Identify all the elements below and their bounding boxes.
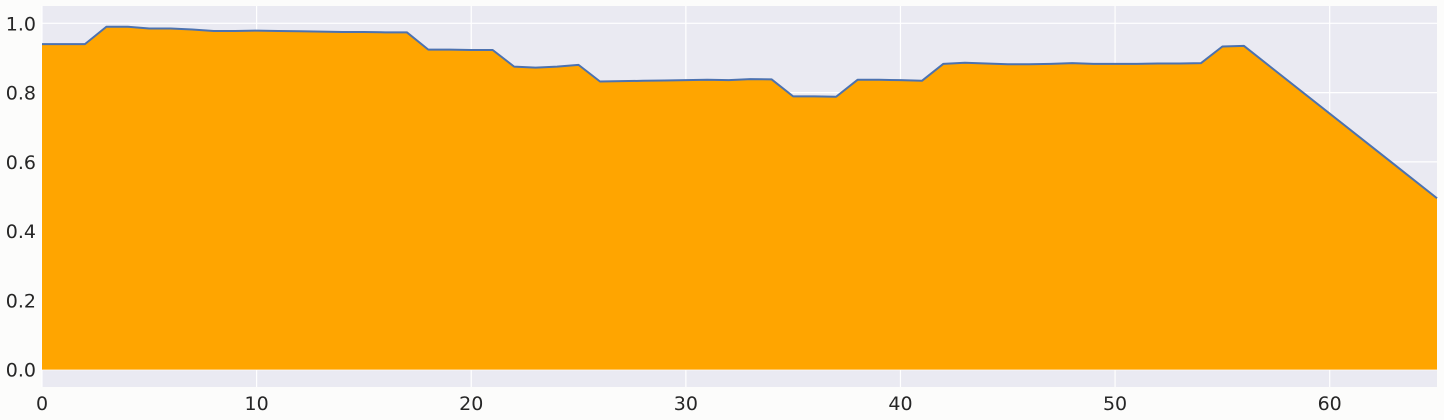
x-tick-label: 60 [1318, 393, 1342, 415]
data-points [41, 26, 1438, 199]
x-tick-label: 0 [36, 393, 48, 415]
x-tick-label: 50 [1103, 393, 1127, 415]
x-tick-labels: 0 10 20 30 40 50 60 [36, 393, 1342, 415]
x-tick-label: 30 [674, 393, 698, 415]
y-tick-labels: 0.0 0.2 0.4 0.6 0.8 1.0 [6, 13, 36, 381]
y-tick-label: 0.4 [6, 221, 36, 243]
y-tick-label: 0.2 [6, 290, 36, 312]
y-tick-label: 1.0 [6, 13, 36, 35]
area-fill [42, 26, 1437, 370]
y-tick-label: 0.0 [6, 360, 36, 382]
y-tick-label: 0.8 [6, 83, 36, 105]
y-tick-label: 0.6 [6, 152, 36, 174]
x-tick-label: 40 [888, 393, 912, 415]
x-tick-label: 10 [245, 393, 269, 415]
x-tick-label: 20 [459, 393, 483, 415]
